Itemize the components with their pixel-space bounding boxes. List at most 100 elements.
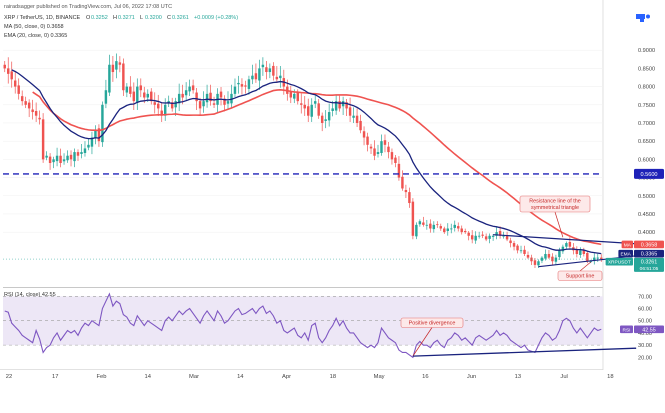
candle-body [69, 154, 73, 160]
candle-body [519, 250, 523, 252]
candle-body [331, 108, 334, 111]
candle-body [38, 117, 41, 120]
candle-body [87, 144, 90, 148]
candle-body [383, 140, 387, 145]
rsi-tick-label: 40.00 [638, 331, 652, 337]
candle-body [443, 228, 446, 233]
candle-body [76, 152, 80, 156]
candle-body [457, 226, 460, 229]
price-badge-value: 0.3261 [641, 260, 658, 266]
price-tick-label: 0.9000 [638, 48, 655, 54]
x-tick-label: Feb [97, 374, 107, 380]
x-tick-label: 14 [145, 374, 152, 380]
tradingview-logo-icon [636, 14, 650, 22]
ohlc-h-value: 0.3271 [118, 15, 135, 21]
candle-body [90, 137, 94, 147]
candle-body [17, 85, 20, 94]
x-tick-label: May [374, 374, 385, 380]
candle-body [307, 106, 310, 116]
candle-body [275, 76, 279, 80]
price-badge-value-box [634, 257, 664, 272]
ema20-line [11, 69, 602, 255]
x-tick-label: Jun [467, 374, 476, 380]
ema-badge-label-box [618, 249, 633, 258]
x-tick-label: Jul [560, 374, 567, 380]
rsi-tick-label: 70.00 [638, 294, 652, 300]
ohlc-c-label: C [167, 15, 171, 21]
rsi-tick-label: 20.00 [638, 355, 652, 361]
candle-body [439, 226, 443, 229]
candle-body [547, 253, 551, 258]
candle-body [387, 146, 390, 153]
candle-body [125, 86, 129, 93]
candle-body [66, 155, 69, 161]
candle-body [27, 102, 31, 109]
candle-body [233, 86, 237, 94]
candle-body [338, 101, 341, 109]
candle-body [558, 250, 561, 258]
candle-body [244, 85, 247, 87]
candle-body [446, 228, 449, 231]
ohlc-o-label: O [86, 15, 91, 21]
candle-body [401, 176, 404, 189]
x-tick-label: 22 [6, 374, 12, 380]
resistance-trendline [493, 234, 637, 245]
price-tick-label: 0.8500 [638, 66, 655, 72]
resistance-callout-text: symmetrical triangle [531, 205, 579, 211]
candle-body [265, 67, 268, 73]
candle-body [345, 102, 348, 109]
candle-body [320, 115, 324, 123]
candle-body [293, 93, 296, 99]
candle-body [160, 110, 163, 116]
candle-body [540, 257, 544, 261]
candle-body [317, 103, 320, 116]
candle-body [150, 91, 153, 102]
candle-body [523, 249, 526, 254]
price-tick-label: 0.4000 [638, 230, 655, 236]
candle-body [509, 240, 512, 244]
candle-body [45, 155, 48, 158]
resistance-callout-box [519, 195, 591, 213]
support-level-badge-text: 0.5600 [640, 172, 657, 178]
candle-body [118, 62, 122, 65]
candle-body [300, 103, 303, 105]
candle-body [139, 85, 143, 91]
candle-body [415, 224, 418, 237]
candle-body [7, 68, 10, 74]
ohlc-l-label: L [140, 15, 143, 21]
candle-body [59, 155, 62, 164]
candle-body [122, 63, 125, 91]
candle-body [188, 86, 191, 92]
candle-body [491, 235, 495, 237]
price-tick-label: 0.4500 [638, 212, 655, 218]
candle-body [261, 64, 265, 68]
candle-body [136, 86, 139, 103]
symbol-title: XRP / TetherUS, 1D, BINANCE [4, 15, 81, 21]
rsi-badge-value: 42.55 [642, 327, 656, 333]
candle-body [34, 110, 38, 116]
candle-body [13, 80, 17, 87]
candle-body [303, 104, 306, 109]
candle-body [254, 73, 258, 80]
candle-body [268, 68, 272, 73]
candle-body [477, 235, 481, 237]
candle-body [181, 93, 184, 98]
price-tick-label: 0.6500 [638, 139, 655, 145]
candle-body [463, 230, 467, 233]
candle-body [600, 257, 603, 260]
resistance-callout-text: Resistance line of the [529, 199, 581, 205]
candle-body [48, 156, 52, 164]
support-callout-pointer [579, 261, 592, 272]
candle-body [432, 224, 436, 230]
candle-body [481, 234, 484, 236]
rsi-tick-label: 30.00 [638, 343, 652, 349]
candle-body [20, 96, 24, 102]
candle-body [366, 136, 369, 145]
candle-body [146, 93, 149, 98]
ohlc-change-value: +0.0009 (+0.28%) [194, 15, 238, 21]
price-tick-label: 0.5000 [638, 194, 655, 200]
candle-body [170, 102, 174, 109]
